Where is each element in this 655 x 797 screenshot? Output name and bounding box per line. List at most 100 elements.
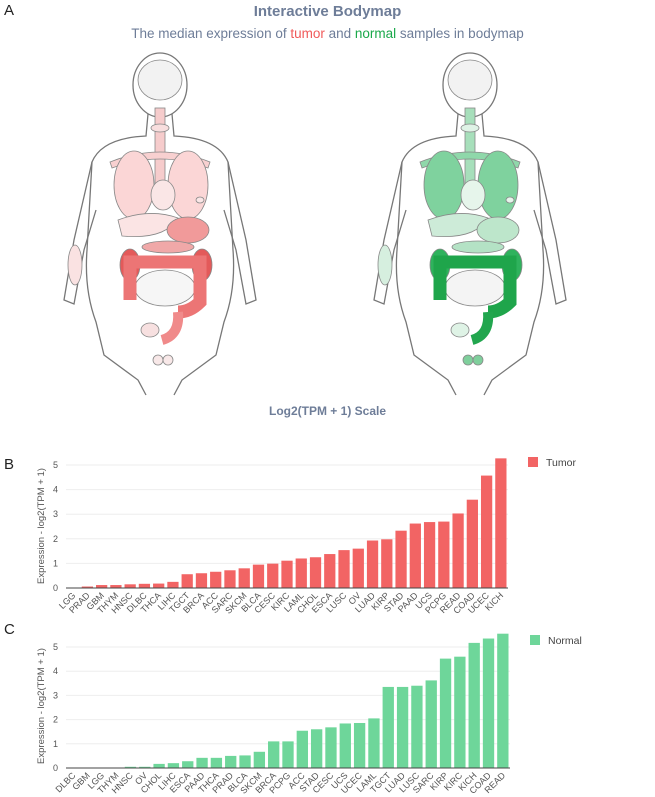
tumor-bodymap bbox=[63, 52, 257, 396]
arm-right bbox=[223, 161, 257, 305]
scale-label: Log2(TPM + 1) Scale bbox=[268, 404, 387, 418]
bar-READ bbox=[497, 633, 509, 768]
bar-PCPG bbox=[282, 741, 294, 768]
bar-ACC bbox=[296, 730, 308, 768]
subtitle-text: and bbox=[324, 26, 355, 41]
bar-PCPG bbox=[438, 521, 450, 588]
organ-small-intestine bbox=[444, 269, 506, 307]
bodymap bbox=[63, 52, 567, 396]
y-axis-title: Expression - log2(TPM + 1) bbox=[36, 648, 47, 764]
subtitle-text: The median expression of bbox=[131, 26, 291, 41]
bar-PRAD bbox=[225, 755, 237, 768]
bar-LIHC bbox=[167, 763, 180, 768]
bodymap-subtitle: The median expression of tumor and norma… bbox=[0, 26, 655, 41]
organ-lung-left bbox=[423, 150, 465, 220]
body-outline-left bbox=[85, 113, 149, 396]
bar-OV bbox=[139, 766, 151, 768]
y-tick-label: 0 bbox=[53, 763, 58, 773]
organ-rectum bbox=[470, 311, 494, 345]
organ-bladder bbox=[450, 322, 470, 338]
organ-small-intestine bbox=[134, 269, 196, 307]
bar-KICH bbox=[495, 458, 507, 588]
bar-ACC bbox=[210, 571, 222, 588]
subtitle-normal: normal bbox=[354, 26, 397, 41]
organ-liver bbox=[117, 213, 179, 237]
legend-swatch bbox=[528, 457, 538, 467]
y-tick-label: 4 bbox=[53, 485, 58, 495]
tumor-bar-chart: 012345LGGPRADGBMTHYMHNSCDLBCTHCALIHCTGCT… bbox=[36, 457, 576, 616]
bar-READ bbox=[452, 513, 464, 588]
bar-LUAD bbox=[396, 686, 409, 768]
bar-UCS bbox=[423, 522, 436, 588]
bar-BLCA bbox=[239, 755, 251, 768]
organ-pancreas bbox=[451, 240, 505, 254]
arm-right bbox=[533, 161, 567, 305]
bar-HNSC bbox=[124, 766, 137, 768]
bar-LAML bbox=[295, 558, 307, 588]
organ-lung-left bbox=[113, 150, 155, 220]
bar-TGCT bbox=[181, 574, 193, 588]
organ-brain bbox=[137, 59, 183, 101]
organ-thyroid bbox=[460, 123, 480, 133]
bar-KIRP bbox=[381, 539, 393, 588]
bar-SARC bbox=[425, 680, 437, 768]
bar-KIRC bbox=[454, 656, 466, 768]
bar-PAAD bbox=[409, 523, 421, 588]
panel-label-c: C bbox=[4, 621, 15, 638]
organ-heart bbox=[460, 179, 486, 211]
body-outline-right bbox=[171, 113, 235, 396]
organ-breast-node bbox=[195, 196, 205, 204]
organ-skin bbox=[377, 244, 393, 286]
bar-PAAD bbox=[196, 757, 208, 768]
bar-CESC bbox=[267, 563, 279, 588]
bar-GBM bbox=[96, 585, 108, 588]
normal-bar-chart: 012345DLBCGBMLGGTHYMHNSCOVCHOLLIHCESCAPA… bbox=[36, 633, 582, 796]
organ-skin bbox=[67, 244, 83, 286]
y-tick-label: 3 bbox=[53, 690, 58, 700]
organ-stomach bbox=[476, 216, 520, 244]
bar-SKCM bbox=[238, 568, 250, 588]
organ-bladder bbox=[140, 322, 160, 338]
bar-THCA bbox=[153, 583, 165, 588]
bar-UCS bbox=[339, 723, 351, 768]
bar-COAD bbox=[466, 499, 478, 588]
bar-COAD bbox=[482, 638, 495, 768]
y-axis-title: Expression - log2(TPM + 1) bbox=[36, 468, 47, 584]
bar-SARC bbox=[224, 570, 236, 588]
bar-STAD bbox=[310, 729, 323, 768]
y-tick-label: 5 bbox=[53, 642, 58, 652]
body-outline-right bbox=[481, 113, 545, 396]
bar-UCEC bbox=[480, 475, 493, 588]
organ-pancreas bbox=[141, 240, 195, 254]
bar-STAD bbox=[395, 530, 407, 588]
subtitle-text: samples in bodymap bbox=[396, 26, 524, 41]
bar-TGCT bbox=[382, 686, 394, 768]
bar-KIRP bbox=[439, 658, 452, 768]
bar-HNSC bbox=[124, 584, 136, 588]
bar-LUSC bbox=[338, 550, 350, 588]
bar-KICH bbox=[468, 642, 480, 768]
bar-LIHC bbox=[167, 581, 179, 588]
legend-label: Normal bbox=[548, 635, 582, 647]
y-tick-label: 5 bbox=[53, 460, 58, 470]
organ-testis-right bbox=[162, 354, 174, 366]
bar-KIRC bbox=[281, 560, 293, 588]
normal-bodymap bbox=[373, 52, 567, 396]
bodymap-title: Interactive Bodymap bbox=[253, 3, 402, 20]
bar-LAML bbox=[368, 718, 380, 768]
bar-THCA bbox=[210, 757, 223, 768]
arm-left bbox=[373, 161, 407, 305]
bar-ESCA bbox=[182, 761, 194, 768]
organ-stomach bbox=[166, 216, 210, 244]
bar-CHOL bbox=[153, 763, 165, 768]
y-tick-label: 1 bbox=[53, 739, 58, 749]
organ-lung-right bbox=[167, 150, 209, 220]
bar-OV bbox=[352, 548, 364, 588]
bar-LUAD bbox=[366, 540, 379, 588]
organ-rectum bbox=[160, 311, 184, 345]
subtitle-tumor: tumor bbox=[290, 26, 325, 41]
organ-thyroid bbox=[150, 123, 170, 133]
y-tick-label: 2 bbox=[53, 715, 58, 725]
bar-SKCM bbox=[253, 751, 266, 768]
